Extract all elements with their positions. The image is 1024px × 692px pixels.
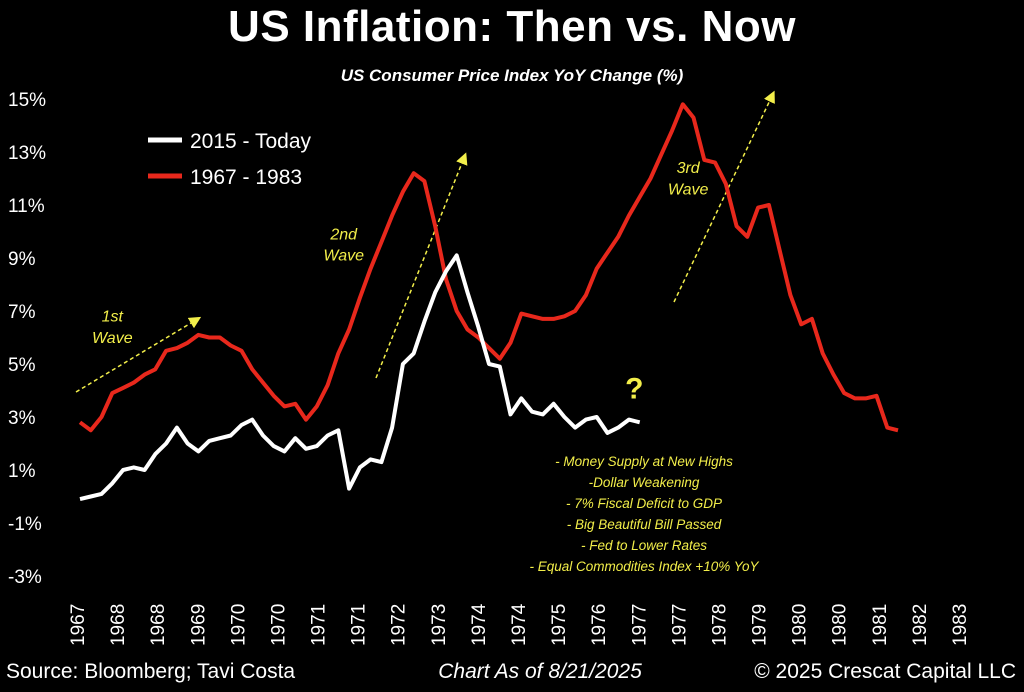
y-tick-label: 13%: [8, 143, 46, 164]
x-tick-label: 1975: [549, 604, 570, 646]
x-tick-label: 1973: [429, 604, 450, 646]
x-tick-label: 1968: [108, 604, 129, 646]
wave-label: 1st: [102, 309, 124, 326]
y-tick-label: 11%: [8, 196, 45, 217]
source-text: Source: Bloomberg; Tavi Costa: [6, 660, 296, 683]
wave-1-arrow: [75, 316, 202, 393]
x-tick-label: 1968: [148, 604, 169, 646]
note-4: - Big Beautiful Bill Passed: [567, 517, 722, 532]
y-tick-label: 15%: [8, 90, 46, 111]
note-6: - Equal Commodities Index +10% YoY: [529, 559, 759, 574]
y-axis: 15% 13% 11% 9% 7% 5% 3% 1% -1% -3%: [8, 90, 46, 588]
chart-subtitle: US Consumer Price Index YoY Change (%): [340, 66, 684, 85]
x-tick-label: 1971: [309, 604, 330, 646]
y-tick-label: -1%: [8, 514, 42, 535]
wave-2-arrow: [375, 152, 468, 379]
as-of-text: Chart As of 8/21/2025: [438, 660, 642, 683]
x-tick-label: 1979: [750, 604, 771, 646]
wave-label: Wave: [92, 330, 133, 347]
legend-label-now: 2015 - Today: [190, 130, 312, 153]
x-tick-label: 1974: [509, 603, 530, 646]
wave-label: Wave: [323, 248, 364, 265]
series-line-2015-today: [79, 253, 641, 502]
x-tick-label: 1976: [589, 604, 610, 646]
x-tick-label: 1981: [870, 604, 891, 646]
x-tick-label: 1982: [910, 604, 931, 646]
x-tick-label: 1967: [68, 604, 89, 646]
x-tick-label: 1970: [268, 604, 289, 646]
legend: 2015 - Today 1967 - 1983: [148, 130, 312, 189]
legend-label-then: 1967 - 1983: [190, 166, 302, 189]
note-1: - Money Supply at New Highs: [555, 454, 733, 469]
wave-annotations: 1st Wave 2nd Wave 3rd Wave?: [92, 160, 709, 405]
series-lines: [78, 102, 899, 502]
x-tick-label: 1974: [469, 603, 490, 646]
wave-label: 3rd: [677, 160, 701, 177]
x-tick-label: 1978: [709, 604, 730, 646]
series-line-1967-1983: [78, 102, 899, 433]
x-tick-label: 1980: [790, 604, 811, 646]
x-tick-label: 1970: [228, 604, 249, 646]
note-5: - Fed to Lower Rates: [581, 538, 707, 553]
x-tick-label: 1983: [950, 604, 971, 646]
chart-title: US Inflation: Then vs. Now: [228, 2, 796, 51]
x-tick-label: 1972: [389, 604, 410, 646]
y-tick-label: 5%: [8, 355, 36, 376]
wave-label: Wave: [668, 181, 709, 198]
x-tick-label: 1969: [188, 604, 209, 646]
x-tick-label: 1977: [629, 604, 650, 646]
note-3: - 7% Fiscal Deficit to GDP: [566, 496, 722, 511]
notes-box: - Money Supply at New Highs -Dollar Weak…: [529, 454, 759, 574]
wave-label: 2nd: [329, 226, 358, 243]
y-tick-label: 3%: [8, 408, 36, 429]
y-tick-label: 1%: [8, 461, 36, 482]
x-tick-label: 1980: [830, 604, 851, 646]
question-mark-annotation: ?: [625, 372, 643, 405]
x-tick-label: 1977: [669, 604, 690, 646]
y-tick-label: -3%: [8, 567, 42, 588]
wave-arrows: [75, 90, 775, 393]
y-tick-label: 7%: [8, 302, 36, 323]
wave-3-arrow: [673, 90, 775, 303]
note-2: -Dollar Weakening: [589, 475, 700, 490]
x-tick-label: 1971: [349, 604, 370, 646]
x-axis: 1967 1968 1968 1969 1970 1970 1971 1971 1972 1973…: [68, 603, 971, 646]
copyright-text: © 2025 Crescat Capital LLC: [754, 660, 1016, 683]
y-tick-label: 9%: [8, 249, 36, 270]
